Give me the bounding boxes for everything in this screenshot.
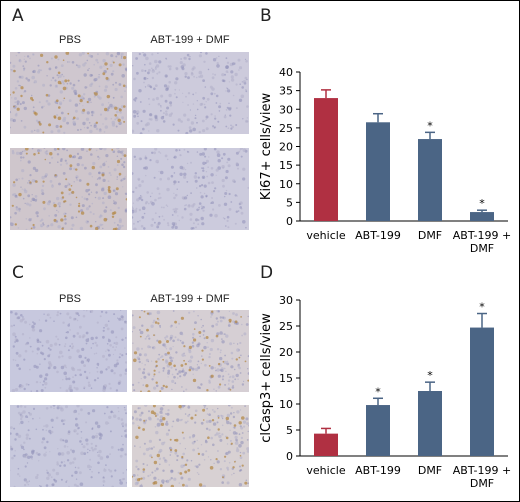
bar bbox=[418, 391, 442, 456]
x-tick-label: DMF bbox=[418, 229, 442, 242]
panel-letter-d: D bbox=[260, 263, 274, 283]
significance-marker: * bbox=[427, 369, 433, 382]
bar bbox=[470, 327, 494, 456]
tissue-texture bbox=[132, 405, 249, 487]
significance-marker: * bbox=[479, 301, 485, 314]
bar bbox=[314, 433, 338, 456]
tissue-texture bbox=[132, 148, 249, 230]
x-tick-label: DMF bbox=[470, 242, 494, 255]
y-axis-label: Ki67+ cells/view bbox=[259, 93, 274, 201]
ihc-image-casp3-treated-1 bbox=[132, 310, 249, 392]
col-label-treated-c: ABT-199 + DMF bbox=[150, 293, 230, 305]
ihc-image-ki67-treated-1 bbox=[132, 52, 249, 134]
tissue-texture bbox=[132, 310, 249, 392]
ihc-image-casp3-pbs-2 bbox=[10, 405, 127, 487]
significance-marker: * bbox=[375, 385, 381, 398]
y-tick-label: 5 bbox=[286, 196, 293, 209]
x-tick-label: ABT-199 bbox=[355, 464, 401, 477]
x-tick-label: ABT-199 bbox=[355, 229, 401, 242]
y-tick-label: 10 bbox=[279, 178, 293, 191]
tissue-texture bbox=[10, 148, 127, 230]
y-tick-label: 35 bbox=[279, 85, 293, 98]
bar bbox=[418, 139, 442, 221]
y-tick-label: 5 bbox=[286, 424, 293, 437]
y-tick-label: 10 bbox=[279, 398, 293, 411]
panel-letter-a: A bbox=[12, 6, 24, 26]
chart-clcasp3: 0 5 10 15 20 25 30 clCasp3+ cells/view vehicle * A… bbox=[259, 294, 511, 490]
col-label-pbs-a: PBS bbox=[58, 34, 81, 46]
ihc-image-ki67-pbs-2 bbox=[10, 148, 127, 230]
y-axis-label: clCasp3+ cells/view bbox=[259, 313, 274, 443]
y-tick-label: 30 bbox=[279, 294, 293, 307]
ihc-image-casp3-pbs-1 bbox=[10, 310, 127, 392]
bar bbox=[470, 212, 494, 221]
bar bbox=[366, 405, 390, 456]
ihc-image-ki67-pbs-1 bbox=[10, 52, 127, 134]
x-tick-label: DMF bbox=[470, 477, 494, 490]
y-tick-label: 20 bbox=[279, 346, 293, 359]
significance-marker: * bbox=[427, 119, 433, 132]
y-tick-label: 30 bbox=[279, 103, 293, 116]
x-tick-label: vehicle bbox=[306, 464, 345, 477]
bar bbox=[366, 122, 390, 221]
col-label-pbs-c: PBS bbox=[58, 293, 81, 305]
tissue-texture bbox=[10, 310, 127, 392]
ihc-image-ki67-treated-2 bbox=[132, 148, 249, 230]
y-tick-label: 15 bbox=[279, 372, 293, 385]
significance-marker: * bbox=[479, 197, 485, 210]
x-tick-label: ABT-199 + bbox=[453, 464, 511, 477]
x-tick-label: DMF bbox=[418, 464, 442, 477]
y-tick-label: 25 bbox=[279, 320, 293, 333]
tissue-texture bbox=[132, 52, 249, 134]
x-tick-label: vehicle bbox=[306, 229, 345, 242]
ihc-image-casp3-treated-2 bbox=[132, 405, 249, 487]
bar bbox=[314, 98, 338, 221]
panel-letter-b: B bbox=[260, 6, 272, 26]
col-label-treated-a: ABT-199 + DMF bbox=[150, 34, 230, 46]
y-tick-label: 15 bbox=[279, 159, 293, 172]
x-tick-label: ABT-199 + bbox=[453, 229, 511, 242]
y-tick-label: 20 bbox=[279, 141, 293, 154]
tissue-texture bbox=[10, 52, 127, 134]
y-tick-label: 0 bbox=[286, 450, 293, 463]
chart-ki67: 0 5 10 15 20 25 30 35 40 Ki67+ cells/view vehicle A… bbox=[259, 66, 511, 255]
tissue-texture bbox=[10, 405, 127, 487]
panel-letter-c: C bbox=[12, 263, 24, 283]
y-tick-label: 40 bbox=[279, 66, 293, 79]
y-tick-label: 25 bbox=[279, 122, 293, 135]
y-tick-label: 0 bbox=[286, 215, 293, 228]
